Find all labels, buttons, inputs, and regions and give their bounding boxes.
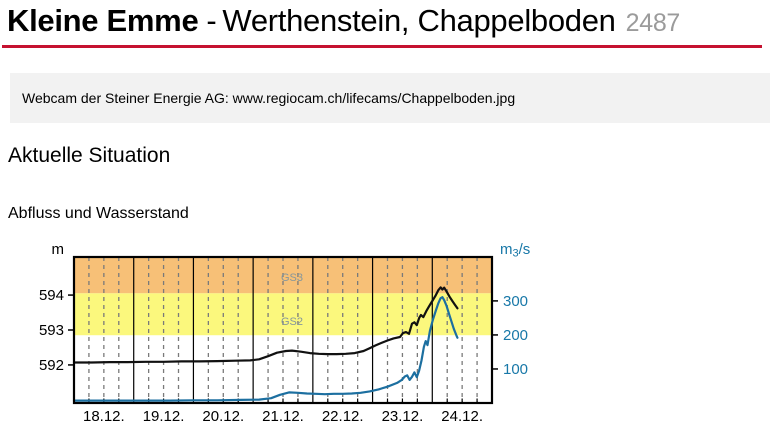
zone-label-gs2: GS2 [281,316,303,328]
right-axis-tick-label: 300 [503,293,528,310]
left-axis-tick-label: 593 [39,322,64,339]
webcam-notice: Webcam der Steiner Energie AG: www.regio… [10,73,770,123]
curve-wasserstand [72,286,459,364]
right-axis-tick-label: 200 [503,327,528,344]
webcam-notice-text: Webcam der Steiner Energie AG: www.regio… [22,90,516,106]
river-name: Kleine Emme [7,3,199,38]
chart-title: Abfluss und Wasserstand [8,205,189,222]
x-axis-tick-label: 24.12. [441,408,483,425]
section-title: Aktuelle Situation [8,144,171,167]
x-axis-tick-label: 23.12. [382,408,424,425]
x-axis-tick-label: 18.12. [83,408,125,425]
x-axis-tick-label: 22.12. [322,408,364,425]
left-axis-unit-label: m [52,241,65,258]
title-separator: - [206,3,217,38]
right-axis-unit-label: m3/s [500,241,530,260]
hydrograph-chart: GS3 GS2 592 593 594 100 200 300 18.12. 19.12. 20.1… [39,241,530,425]
left-axis-tick-label: 594 [39,287,64,304]
curve-abfluss [72,296,459,402]
x-axis-tick-label: 19.12. [143,408,185,425]
page-title: Kleine Emme - Werthenstein, Chappelboden 24… [7,3,680,39]
x-axis-tick-label: 20.12. [202,408,244,425]
station-id: 2487 [625,9,681,37]
header-divider [2,45,762,48]
station-name: Werthenstein, Chappelboden [222,3,616,38]
x-axis-tick-label: 21.12. [262,408,304,425]
right-axis-tick-label: 100 [503,361,528,378]
left-axis-tick-label: 592 [39,357,64,374]
zone-label-gs3: GS3 [281,272,303,284]
